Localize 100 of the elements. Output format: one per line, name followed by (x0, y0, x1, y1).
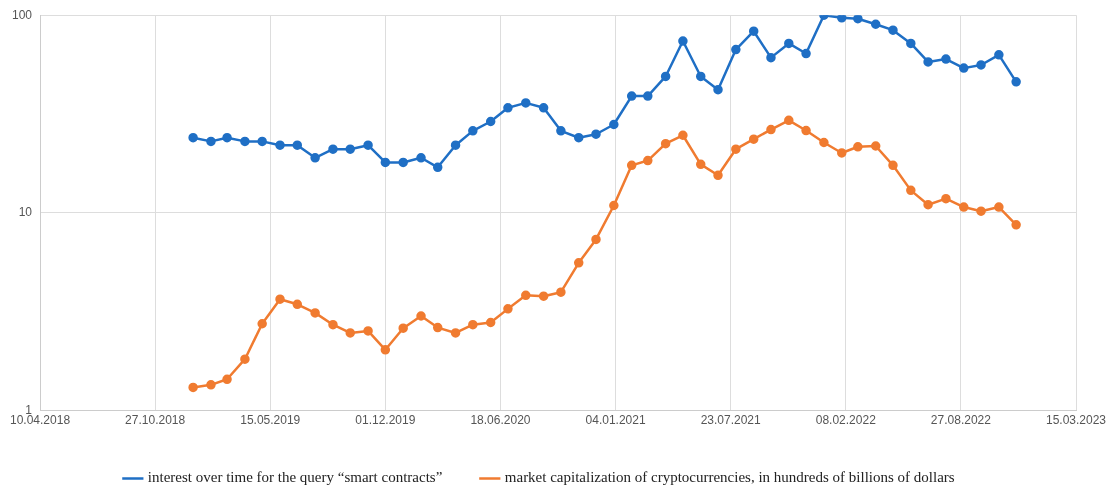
point (556, 126, 566, 136)
x-tick-label: 15.03.2023 (1045, 413, 1107, 428)
point (626, 91, 637, 101)
point (766, 52, 776, 63)
point (573, 132, 584, 143)
point (748, 26, 759, 36)
point (906, 185, 916, 196)
point (450, 328, 461, 338)
point (206, 136, 216, 147)
point (292, 299, 303, 310)
x-tick-label: 10.04.2018 (9, 413, 71, 428)
point (573, 258, 584, 268)
point (959, 63, 969, 73)
point (941, 54, 951, 64)
point (748, 134, 759, 144)
point (328, 319, 338, 330)
point (994, 50, 1004, 60)
point (801, 125, 811, 136)
point (450, 140, 461, 150)
x-tick-label: 27.10.2018 (125, 413, 186, 428)
point (976, 206, 986, 216)
point (731, 144, 741, 154)
point (345, 144, 355, 154)
point (257, 318, 267, 329)
y-tick-label: 100 (11, 7, 33, 22)
point (222, 132, 232, 143)
point (240, 354, 250, 364)
point (591, 234, 601, 245)
point (345, 328, 355, 338)
point (257, 136, 267, 147)
point (713, 170, 723, 181)
x-tick-label: 18.06.2020 (470, 413, 531, 428)
point (538, 291, 549, 301)
point (380, 157, 391, 168)
point (206, 380, 216, 390)
point (870, 19, 881, 29)
x-tick-label: 27.08.2022 (930, 413, 992, 428)
point (432, 322, 443, 333)
point (888, 25, 898, 35)
point (660, 138, 671, 149)
point (468, 319, 478, 330)
point (819, 137, 829, 148)
point (696, 159, 706, 170)
point (275, 294, 285, 304)
point (609, 119, 619, 130)
point (643, 155, 653, 166)
point (784, 38, 794, 49)
point (240, 136, 250, 147)
point (380, 345, 391, 355)
x-tick-label: 01.12.2019 (355, 413, 416, 428)
point (696, 71, 706, 82)
point (222, 374, 232, 385)
point (626, 160, 637, 171)
point (468, 126, 478, 136)
point (275, 140, 285, 150)
point (416, 153, 426, 163)
point (888, 160, 898, 171)
point (188, 132, 198, 143)
point (784, 115, 794, 126)
point (363, 140, 373, 150)
point (416, 311, 426, 321)
point (503, 103, 513, 113)
point (292, 140, 303, 150)
x-tick-label: 15.05.2019 (240, 413, 301, 428)
point (660, 71, 671, 82)
point (731, 44, 741, 55)
point (906, 38, 916, 49)
x-tick-label: 04.01.2021 (585, 413, 646, 428)
point (678, 36, 688, 46)
point (609, 200, 619, 211)
point (398, 157, 408, 168)
point (976, 60, 986, 70)
point (923, 199, 933, 210)
legend-label: interest over time for the query “smart contracts” (147, 469, 443, 486)
point (188, 382, 198, 393)
point (941, 193, 951, 204)
point (994, 202, 1004, 212)
point (923, 57, 933, 67)
point (1011, 77, 1021, 87)
point (643, 91, 653, 101)
point (485, 116, 496, 127)
point (398, 323, 408, 333)
point (328, 144, 338, 154)
point (713, 84, 723, 95)
point (678, 130, 688, 141)
point (538, 103, 549, 113)
point (363, 326, 373, 336)
point (432, 162, 443, 173)
point (521, 290, 531, 301)
point (556, 287, 566, 297)
point (853, 15, 863, 24)
point (503, 304, 513, 314)
point (837, 148, 847, 158)
point (310, 308, 320, 318)
point (959, 202, 969, 212)
point (853, 142, 863, 152)
point (521, 98, 531, 108)
point (310, 153, 320, 163)
point (766, 124, 776, 135)
x-tick-label: 08.02.2022 (815, 413, 877, 428)
